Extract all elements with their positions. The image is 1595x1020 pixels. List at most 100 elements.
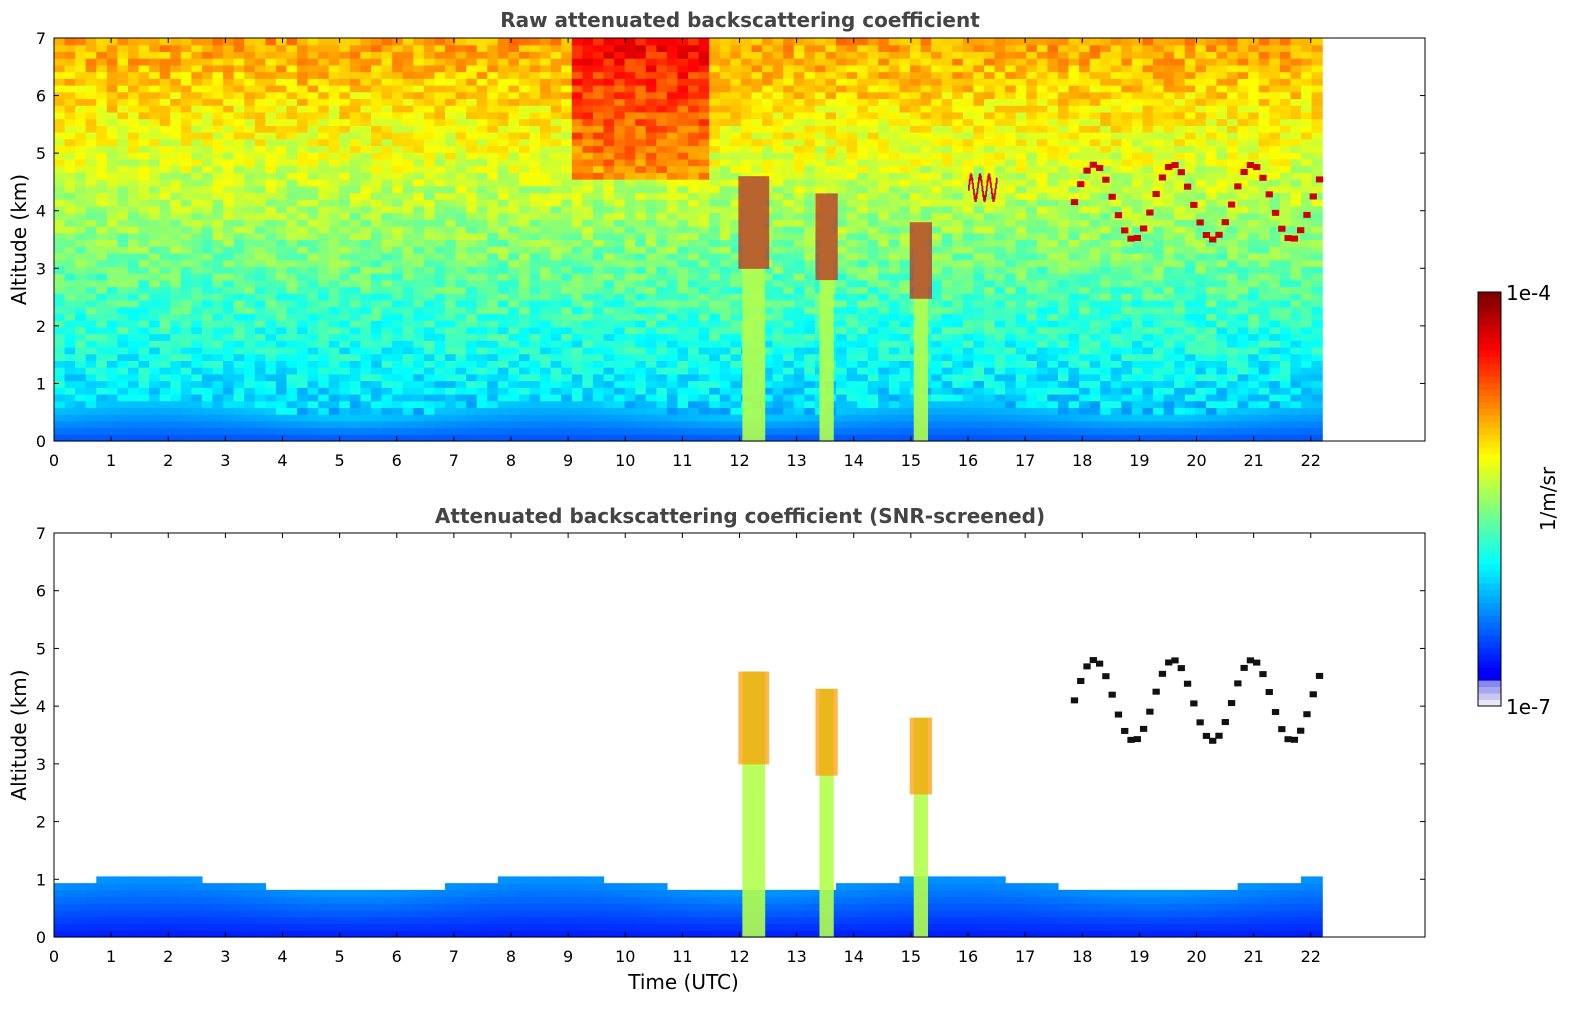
heatmap-cell: [318, 85, 330, 93]
heatmap-cell: [656, 353, 668, 361]
heatmap-cell: [740, 51, 753, 59]
heatmap-cell: [54, 340, 66, 348]
heatmap-cell: [698, 212, 710, 220]
heatmap-cell: [381, 333, 393, 341]
heatmap-cell: [318, 286, 330, 294]
heatmap-cell: [719, 346, 731, 355]
heatmap-cell: [180, 64, 192, 73]
heatmap-cell: [614, 266, 626, 274]
heatmap-cell: [286, 71, 298, 79]
heatmap-cell: [85, 373, 97, 382]
heatmap-cell: [423, 44, 436, 53]
heatmap-cell: [899, 326, 911, 335]
heatmap-cell: [307, 38, 319, 46]
heatmap-cell: [677, 380, 689, 388]
heatmap-cell: [413, 434, 425, 442]
heatmap-cell: [529, 58, 541, 66]
heatmap-cell: [96, 118, 108, 126]
heatmap-cell: [836, 185, 848, 194]
heatmap-cell: [212, 85, 224, 93]
heatmap-cell: [857, 145, 869, 153]
heatmap-cell: [180, 98, 192, 106]
heatmap-cell: [138, 226, 150, 234]
heatmap-cell: [635, 293, 647, 301]
heatmap-cell: [307, 145, 319, 153]
heatmap-cell: [360, 185, 372, 194]
heatmap-cell: [286, 239, 298, 247]
heatmap-cell: [656, 434, 668, 442]
heatmap-cell: [307, 273, 319, 281]
heatmap-cell: [814, 158, 827, 167]
heatmap-cell: [445, 333, 457, 341]
heatmap-cell: [772, 118, 784, 126]
heatmap-cell: [487, 172, 499, 180]
heatmap-cell: [445, 44, 457, 53]
heatmap-cell: [867, 212, 879, 220]
heatmap-cell: [825, 64, 837, 73]
heatmap-cell: [159, 286, 171, 294]
heatmap-cell: [550, 420, 562, 429]
heatmap-cell: [297, 367, 309, 375]
heatmap-cell: [318, 252, 330, 261]
heatmap-cell: [487, 320, 499, 328]
heatmap-cell: [297, 185, 309, 194]
heatmap-cell: [233, 105, 245, 113]
heatmap-cell: [159, 373, 171, 382]
heatmap-cell: [762, 299, 774, 308]
heatmap-cell: [793, 199, 805, 207]
heatmap-cell: [265, 152, 277, 160]
heatmap-cell: [666, 205, 679, 214]
heatmap-cell: [561, 232, 573, 241]
heatmap-cell: [825, 105, 837, 113]
heatmap-cell: [339, 252, 351, 261]
heatmap-cell: [286, 38, 298, 46]
heatmap-cell: [878, 427, 890, 435]
heatmap-cell: [423, 320, 436, 328]
heatmap-cell: [666, 105, 679, 113]
heatmap-cell: [455, 172, 467, 180]
heatmap-cell: [54, 64, 66, 73]
heatmap-cell: [719, 165, 731, 173]
heatmap-cell: [159, 132, 171, 140]
heatmap-cell: [455, 387, 467, 395]
heatmap-cell: [434, 185, 446, 194]
heatmap-cell: [233, 360, 245, 368]
heatmap-cell: [888, 367, 901, 375]
heatmap-cell: [85, 380, 97, 388]
heatmap-cell: [709, 125, 721, 133]
heatmap-cell: [677, 205, 689, 214]
heatmap-cell: [698, 64, 710, 73]
heatmap-cell: [466, 125, 478, 133]
heatmap-cell: [846, 306, 858, 314]
heatmap-cell: [561, 414, 573, 422]
heatmap-cell: [529, 138, 541, 147]
heatmap-cell: [804, 266, 816, 274]
heatmap-cell: [275, 192, 288, 200]
heatmap-cell: [867, 205, 879, 214]
heatmap-cell: [719, 313, 731, 321]
heatmap-cell: [487, 78, 499, 86]
heatmap-cell: [117, 360, 129, 368]
heatmap-cell: [677, 299, 689, 308]
heatmap-cell: [529, 320, 541, 328]
heatmap-cell: [149, 38, 161, 46]
heatmap-cell: [910, 38, 922, 46]
heatmap-cell: [381, 138, 393, 147]
heatmap-cell: [762, 407, 774, 415]
heatmap-cell: [804, 51, 816, 59]
heatmap-cell: [888, 333, 901, 341]
heatmap-cell: [857, 118, 869, 126]
heatmap-cell: [688, 420, 700, 429]
heatmap-cell: [719, 326, 731, 335]
heatmap-cell: [223, 125, 235, 133]
heatmap-cell: [846, 340, 858, 348]
heatmap-cell: [867, 313, 879, 321]
heatmap-cell: [106, 105, 119, 113]
heatmap-cell: [117, 165, 129, 173]
heatmap-cell: [85, 64, 97, 73]
heatmap-cell: [212, 132, 224, 140]
heatmap-cell: [571, 105, 584, 113]
heatmap-cell: [730, 226, 742, 234]
heatmap-cell: [571, 252, 584, 261]
heatmap-cell: [455, 165, 467, 173]
